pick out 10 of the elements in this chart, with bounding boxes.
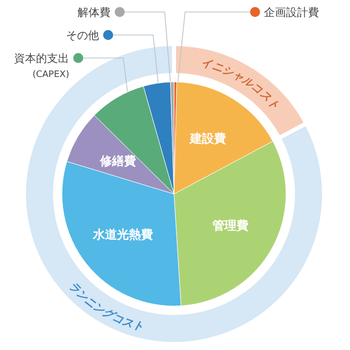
- legend-label: 資本的支出 (CAPEX): [14, 52, 70, 80]
- slice-label: 管理費: [212, 218, 249, 233]
- slice-label: ランニングコスト: [66, 279, 146, 334]
- legend-label: 解体費: [78, 6, 111, 19]
- slice-label: 建設費: [189, 132, 226, 146]
- slice-label: 企画設計費: [264, 6, 320, 19]
- legend-label: その他: [66, 29, 100, 42]
- slice-label: イニシャルコスト: [200, 56, 282, 112]
- slice-label: 水道光熱費: [92, 227, 154, 242]
- slice-label: 修繕費: [99, 154, 136, 168]
